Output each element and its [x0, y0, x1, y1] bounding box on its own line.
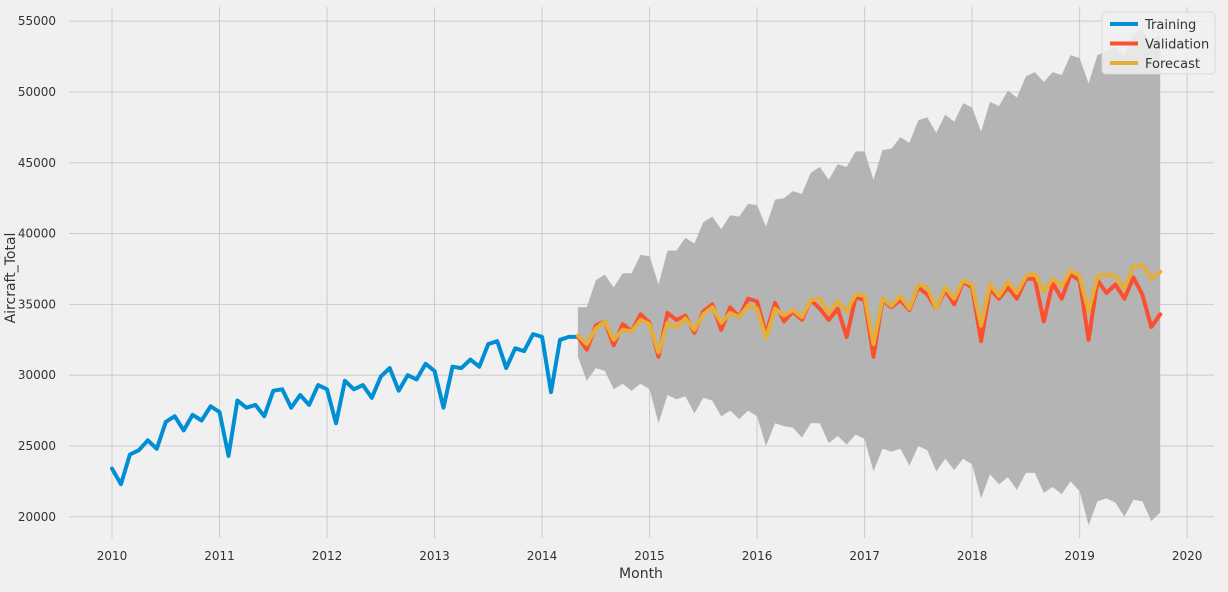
- x-tick-label: 2010: [97, 549, 128, 563]
- x-tick-label: 2019: [1064, 549, 1095, 563]
- series-line-forecast: [575, 262, 1163, 355]
- y-tick-label: 45000: [18, 156, 56, 170]
- y-axis-label: Aircraft_Total: [3, 233, 19, 324]
- x-tick-labels: 2010 2011 2012 2013 2014 2015 2016 2017 2018 2019…: [97, 549, 1203, 563]
- y-tick-label: 30000: [18, 368, 56, 382]
- x-tick-label: 2015: [634, 549, 665, 563]
- x-tick-label: 2011: [204, 549, 235, 563]
- x-tick-label: 2018: [957, 549, 988, 563]
- legend-label-validation: Validation: [1145, 38, 1209, 53]
- x-tick-label: 2017: [849, 549, 880, 563]
- confidence-band: [577, 29, 1161, 526]
- x-tick-label: 2020: [1172, 549, 1203, 563]
- y-tick-labels: 20000 25000 30000 35000 40000 45000 50000 55000: [18, 14, 56, 524]
- x-tick-label: 2014: [527, 549, 558, 563]
- legend-label-training: Training: [1144, 18, 1196, 33]
- x-tick-label: 2012: [312, 549, 343, 563]
- y-tick-label: 55000: [18, 14, 56, 28]
- x-tick-label: 2016: [742, 549, 773, 563]
- legend-label-forecast: Forecast: [1145, 57, 1200, 72]
- series-line-training: [110, 332, 580, 487]
- confidence-band-layer: [577, 29, 1161, 526]
- legend: Training Validation Forecast: [1101, 11, 1216, 75]
- x-axis-label: Month: [619, 566, 663, 582]
- y-tick-label: 25000: [18, 439, 56, 453]
- series-lines: [110, 262, 1163, 487]
- y-tick-label: 50000: [18, 85, 56, 99]
- legend-box: [1101, 11, 1216, 75]
- y-tick-label: 35000: [18, 297, 56, 311]
- x-tick-label: 2013: [419, 549, 450, 563]
- y-tick-label: 40000: [18, 227, 56, 241]
- y-tick-label: 20000: [18, 510, 56, 524]
